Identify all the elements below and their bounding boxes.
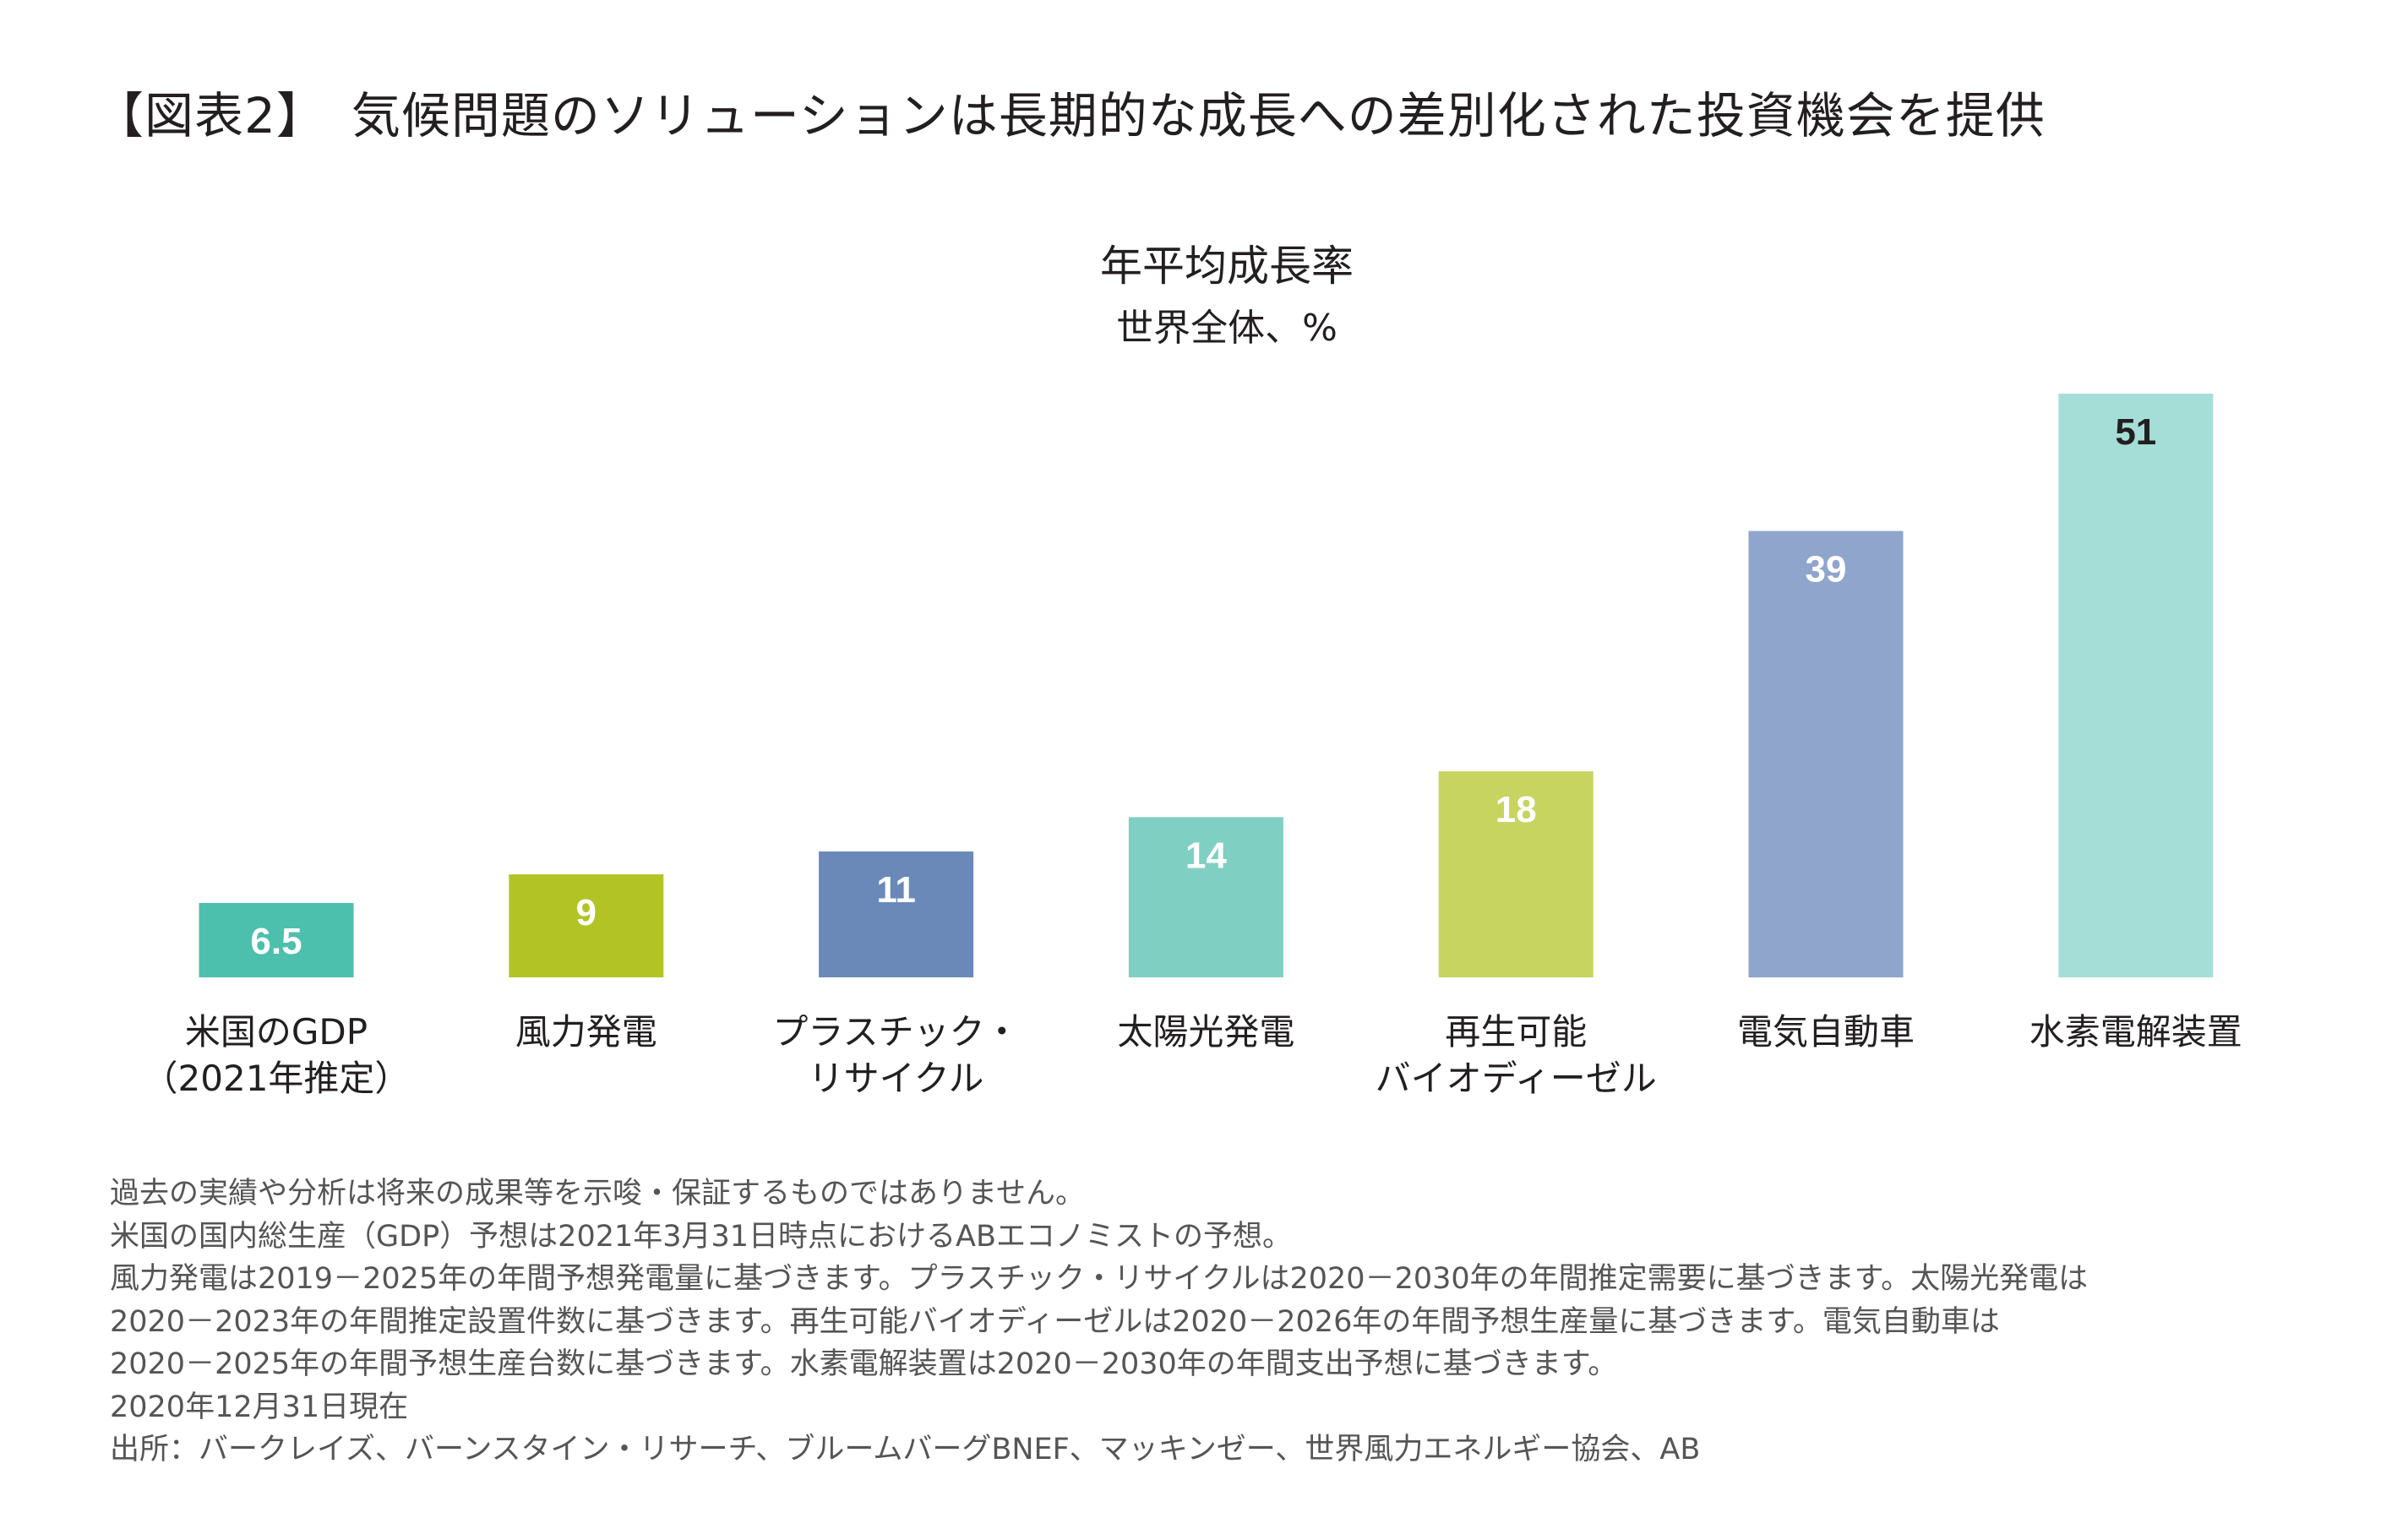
data-label: 6.5 (250, 921, 302, 962)
bar (1438, 771, 1594, 977)
footnote: 出所：バークレイズ、バーンスタイン・リサーチ、ブルームバーグBNEF、マッキンゼ… (110, 1433, 1701, 1466)
bar (509, 874, 664, 977)
category-label: 再生可能 (1445, 1011, 1587, 1053)
footnote: 過去の実績や分析は将来の成果等を示唆・保証するものではありません。 (110, 1177, 1085, 1211)
footnote: 2020－2023年の年間推定設置件数に基づきます。再生可能バイオディーゼルは2… (110, 1304, 2000, 1339)
footnotes: 過去の実績や分析は将来の成果等を示唆・保証するものではありません。 米国の国内総… (110, 1173, 2088, 1472)
chart-subtitle: 世界全体、% (1116, 307, 1337, 350)
category-label: 米国のGDP (185, 1011, 368, 1053)
bar-chart: 6.5 米国のGDP （2021年推定） 9 風力発電 11 プラスチック・リサイクル 14 太… (143, 394, 2242, 1099)
chart-title: 年平均成長率 (1100, 242, 1354, 291)
bar (199, 902, 354, 977)
data-label: 39 (1806, 549, 1847, 590)
data-label: 51 (2115, 411, 2156, 453)
data-label: 18 (1495, 789, 1537, 830)
bar (1748, 530, 1904, 977)
data-label: 14 (1185, 835, 1227, 876)
data-label: 9 (576, 892, 597, 933)
category-label: バイオディーゼル (1376, 1058, 1657, 1099)
data-label: 11 (876, 869, 916, 911)
footnote: 2020年12月31日現在 (110, 1390, 409, 1424)
category-label: プラスチック・ (772, 1011, 1019, 1053)
category-label: 水素電解装置 (2029, 1011, 2242, 1053)
figure-title: 【図表2】 気候問題のソリューションは長期的な成長への差別化された投資機会を提供 (95, 87, 2046, 144)
footnote: 風力発電は2019－2025年の年間予想発電量に基づきます。プラスチック・リサイ… (110, 1262, 2089, 1296)
bar (1128, 817, 1283, 977)
bar (819, 851, 974, 977)
footnote: 米国の国内総生産（GDP）予想は2021年3月31日時点におけるABエコノミスト… (110, 1219, 1293, 1254)
category-label: （2021年推定） (143, 1058, 411, 1099)
footnote: 2020－2025年の年間予想生産台数に基づきます。水素電解装置は2020－20… (110, 1347, 1618, 1381)
category-label: 電気自動車 (1737, 1011, 1915, 1053)
bar (2058, 394, 2214, 977)
category-label: リサイクル (809, 1058, 984, 1099)
category-label: 風力発電 (515, 1011, 657, 1053)
category-label: 太陽光発電 (1117, 1011, 1294, 1053)
